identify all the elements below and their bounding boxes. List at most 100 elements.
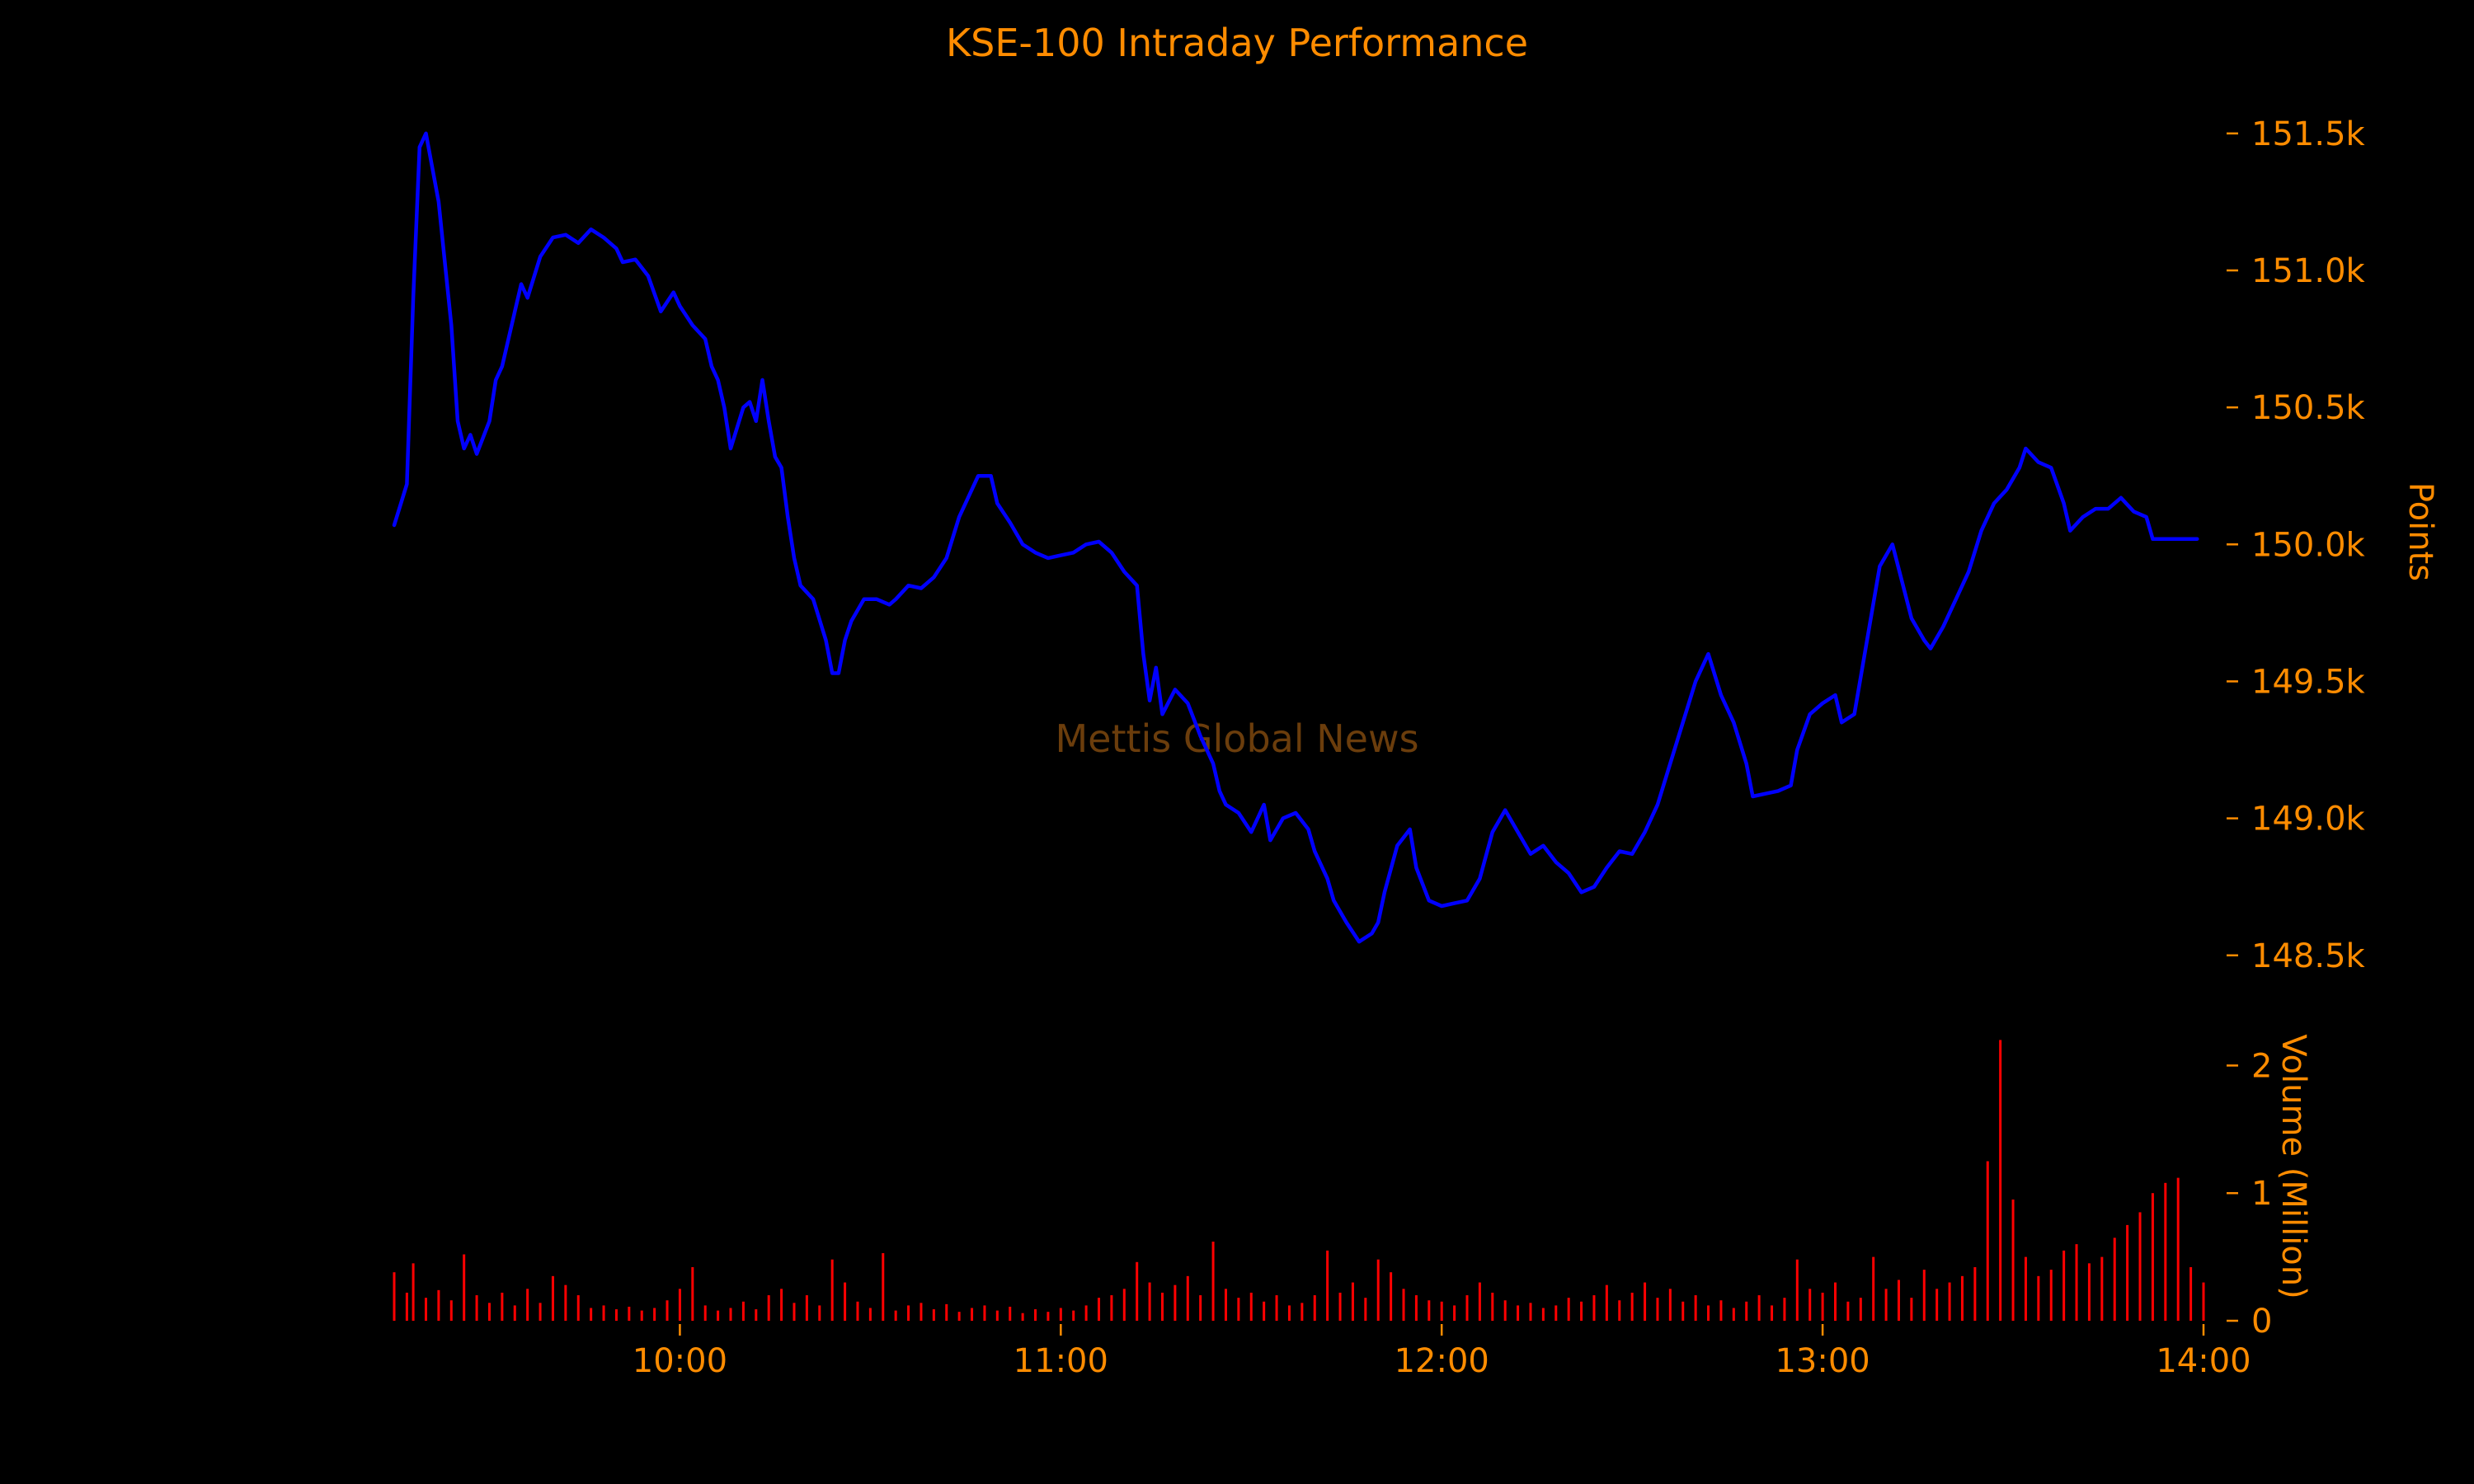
volume-bar (1834, 1282, 1837, 1321)
volume-bar (1554, 1305, 1558, 1321)
volume-bar (1059, 1308, 1062, 1321)
volume-bar (1034, 1309, 1037, 1321)
price-tick-label: 151.5k (2251, 115, 2366, 153)
volume-bar (2189, 1266, 2193, 1321)
volume-bar (628, 1306, 631, 1321)
volume-bar (678, 1289, 681, 1321)
volume-bar (1618, 1300, 1621, 1321)
volume-bar (1300, 1303, 1304, 1321)
volume-bar (551, 1275, 554, 1321)
volume-bar (2011, 1199, 2015, 1321)
volume-bar (1517, 1305, 1520, 1321)
volume-bar (830, 1259, 834, 1321)
volume-bar (1580, 1301, 1583, 1321)
volume-bar (1084, 1305, 1088, 1321)
volume-bar (449, 1300, 453, 1321)
volume-bar (1999, 1040, 2002, 1321)
price-series (392, 131, 2199, 944)
volume-bar (1795, 1259, 1799, 1321)
volume-bar (691, 1266, 694, 1321)
volume-bar (983, 1305, 986, 1321)
volume-bar (920, 1303, 923, 1321)
price-tick-label: 150.0k (2251, 526, 2366, 564)
volume-bar (2062, 1250, 2066, 1321)
volume-bar (856, 1301, 859, 1321)
volume-bar (1275, 1295, 1278, 1321)
volume-bar (1605, 1284, 1608, 1321)
volume-bar (2202, 1282, 2205, 1321)
volume-bar (1136, 1261, 1139, 1321)
volume-bar (1630, 1292, 1634, 1321)
volume-bar (1757, 1295, 1761, 1321)
volume-bar (1376, 1259, 1380, 1321)
volume-bar (767, 1295, 770, 1321)
volume-bar (2024, 1256, 2027, 1321)
volume-bar (1465, 1295, 1469, 1321)
watermark: Mettis Global News (1055, 716, 1418, 761)
volume-bar (729, 1308, 732, 1321)
volume-bar (1935, 1289, 1939, 1321)
volume-bar (1110, 1295, 1113, 1321)
volume-bar (487, 1303, 491, 1321)
volume-bar (2087, 1263, 2091, 1321)
volume-bar (1326, 1250, 1329, 1321)
volume-bar (868, 1308, 872, 1321)
volume-bar (1719, 1300, 1723, 1321)
volume-bar (1503, 1300, 1507, 1321)
price-tick-label: 151.0k (2251, 252, 2366, 290)
volume-bar (945, 1303, 948, 1321)
volume-bar (475, 1295, 478, 1321)
volume-bar (1021, 1313, 1024, 1321)
volume-bar (1414, 1295, 1418, 1321)
time-tick-label: 13:00 (1775, 1342, 1870, 1380)
volume-bar (1986, 1161, 1989, 1321)
volume-bar (932, 1309, 935, 1321)
volume-bar (1478, 1282, 1481, 1321)
volume-bar (1922, 1270, 1926, 1321)
volume-bar (1287, 1305, 1291, 1321)
volume-bar (590, 1308, 593, 1321)
volume-bar (1644, 1282, 1647, 1321)
volume-bar (844, 1282, 847, 1321)
volume-bar (1122, 1289, 1126, 1321)
volume-bar (412, 1263, 415, 1321)
volume-bar (1174, 1284, 1177, 1321)
volume-bar (393, 1272, 396, 1321)
volume-bar (576, 1295, 580, 1321)
volume-bar (1846, 1301, 1850, 1321)
volume-bar (1313, 1295, 1316, 1321)
volume-bar (1897, 1280, 1900, 1321)
volume-bar (1047, 1312, 1050, 1321)
volume-bar (1884, 1289, 1888, 1321)
volume-bar (539, 1303, 542, 1321)
volume-bar (971, 1308, 974, 1321)
volume-bar (2126, 1224, 2129, 1321)
axes: 148.5k 149.0k 149.5k 150.0k 150.5k 151.0k 151.… (633, 115, 2366, 1380)
volume-bar (818, 1305, 821, 1321)
time-tick-label: 14:00 (2156, 1342, 2251, 1380)
volume-axis-label: Volume (Million) (2274, 1034, 2312, 1298)
volume-tick-label: 0 (2251, 1303, 2272, 1341)
volume-bar (640, 1310, 643, 1321)
volume-bar (602, 1305, 605, 1321)
volume-bar (741, 1301, 745, 1321)
time-tick-label: 10:00 (633, 1342, 727, 1380)
volume-bar (1668, 1289, 1672, 1321)
volume-bar (2037, 1275, 2040, 1321)
volume-bar (1351, 1282, 1354, 1321)
volume-bar (2100, 1256, 2104, 1321)
volume-bar (1009, 1306, 1012, 1321)
volume-bar (1948, 1282, 1951, 1321)
volume-bar (1541, 1308, 1545, 1321)
price-tick-label: 149.0k (2251, 801, 2366, 838)
volume-bar (1567, 1298, 1570, 1321)
volume-bars (393, 1040, 2205, 1321)
volume-bar (653, 1308, 656, 1321)
volume-bar (1098, 1298, 1101, 1321)
volume-bar (501, 1292, 504, 1321)
volume-tick-label: 1 (2251, 1175, 2272, 1213)
price-axis-label: Points (2401, 482, 2439, 581)
volume-bar (2049, 1270, 2053, 1321)
volume-bar (666, 1300, 669, 1321)
